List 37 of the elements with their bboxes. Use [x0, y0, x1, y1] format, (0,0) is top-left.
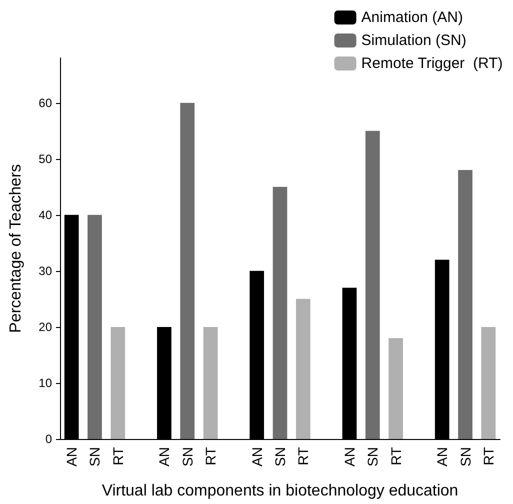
x-tick-label: RT [480, 446, 496, 466]
x-tick-label: AN [341, 447, 358, 466]
x-tick-label: SN [364, 447, 381, 466]
y-tick-label: 50 [38, 152, 52, 166]
bar [272, 186, 288, 439]
x-tick-label: AN [64, 447, 80, 466]
x-tick-label: AN [434, 447, 450, 466]
bar [481, 326, 496, 439]
y-tick-label: 10 [38, 376, 52, 390]
y-tick-label: 40 [38, 208, 52, 222]
y-axis-title: Percentage of Teachers [8, 164, 24, 333]
y-tick-label: 30 [38, 264, 52, 278]
x-tick-label: SN [86, 447, 103, 466]
bar [296, 298, 310, 439]
x-tick-label: AN [156, 447, 172, 466]
bar [180, 102, 195, 439]
bar [458, 170, 472, 439]
x-tick-label: SN [179, 447, 196, 466]
bar [110, 326, 126, 439]
x-tick-label: RT [388, 446, 404, 466]
x-tick-label: RT [110, 446, 126, 466]
legend-label: Remote Trigger (RT) [361, 55, 503, 72]
x-axis-title: Virtual lab components in biotechnology education [102, 482, 458, 500]
bar [88, 214, 102, 439]
x-tick-label: SN [272, 447, 288, 466]
x-tick-label: AN [248, 447, 265, 466]
legend-label: Simulation (SN) [361, 32, 466, 49]
x-tick-label: SN [457, 447, 474, 466]
x-tick-label: RT [202, 446, 219, 466]
x-tick-label: RT [295, 446, 312, 466]
legend-label: Animation (AN) [361, 9, 464, 26]
bar [388, 338, 403, 439]
y-tick-label: 60 [38, 96, 52, 110]
y-tick-label: 20 [38, 320, 52, 334]
y-tick-label: 0 [45, 432, 52, 446]
bar [203, 326, 218, 439]
bar [365, 130, 380, 439]
